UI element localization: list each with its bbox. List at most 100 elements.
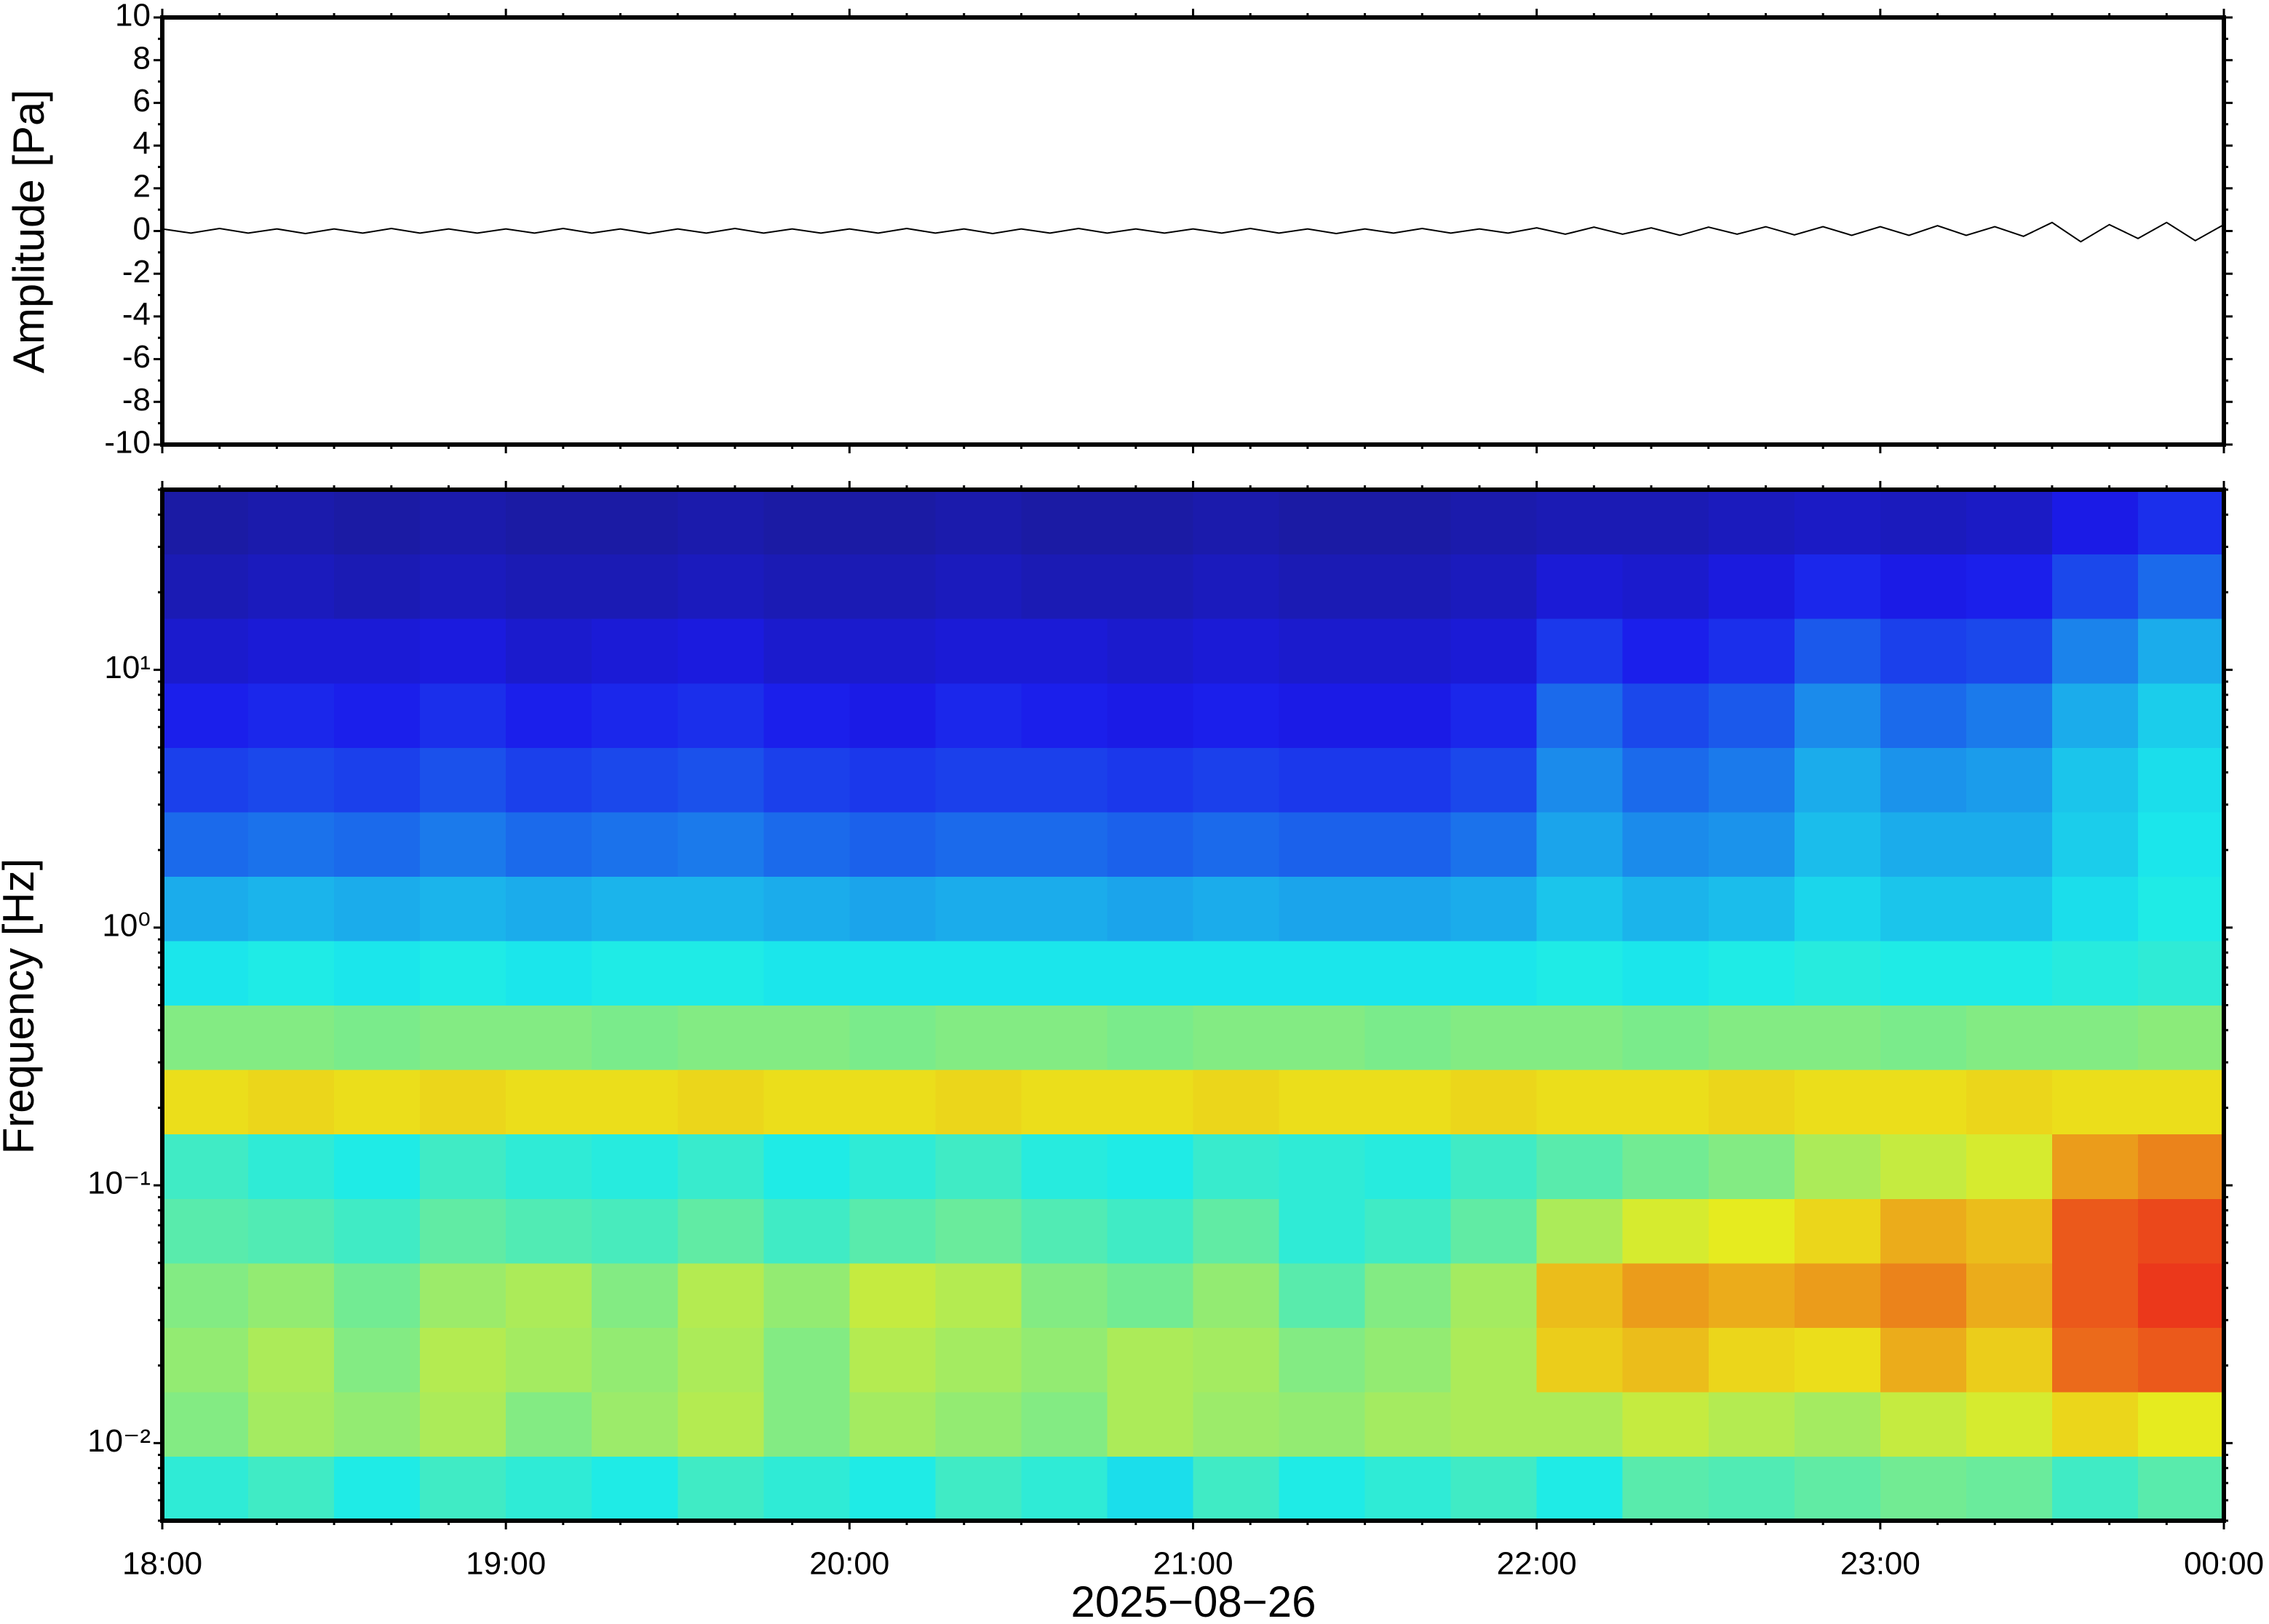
- spectrogram-cell: [1536, 1456, 1624, 1521]
- spectrogram-cell: [2051, 811, 2139, 877]
- spectrogram-cell: [935, 1327, 1022, 1393]
- y-tick-label: 10⁻¹: [87, 1166, 151, 1201]
- spectrogram-cell: [1880, 618, 1967, 684]
- spectrogram-cell: [1794, 1327, 1881, 1393]
- spectrogram-cell: [162, 1391, 249, 1457]
- spectrogram-cell: [1107, 1327, 1194, 1393]
- spectrogram-cell: [420, 1327, 506, 1393]
- spectrogram-cell: [1536, 554, 1624, 619]
- spectrogram-cell: [1107, 618, 1194, 684]
- spectrogram-cell: [2137, 1070, 2225, 1135]
- spectrogram-cell: [1107, 747, 1194, 813]
- spectrogram-cell: [1794, 1198, 1881, 1264]
- spectrogram-cell: [1708, 490, 1795, 555]
- spectrogram-cell: [248, 1391, 335, 1457]
- spectrogram-cell: [334, 1005, 421, 1070]
- spectrogram-cell: [1193, 1456, 1280, 1521]
- spectrogram-cell: [506, 554, 592, 619]
- spectrogram-cell: [1794, 1070, 1881, 1135]
- spectrogram-cell: [248, 1262, 335, 1328]
- spectrogram-cell: [1536, 618, 1624, 684]
- spectrogram-cell: [1966, 811, 2053, 877]
- spectrogram-cell: [506, 747, 592, 813]
- y-tick-label: -8: [122, 382, 151, 418]
- spectrogram-cell: [935, 490, 1022, 555]
- spectrogram-cell: [1708, 876, 1795, 942]
- spectrogram-cell: [1794, 618, 1881, 684]
- spectrogram-cell: [420, 554, 506, 619]
- spectrogram-cell: [506, 811, 592, 877]
- spectrogram-cell: [592, 1005, 678, 1070]
- spectrogram-cell: [506, 940, 592, 1006]
- spectrogram-cell: [849, 1262, 936, 1328]
- spectrogram-cell: [1708, 1262, 1795, 1328]
- x-tick-label: 20:00: [809, 1546, 889, 1582]
- spectrogram-cell: [1966, 1391, 2053, 1457]
- spectrogram-cell: [677, 1262, 764, 1328]
- spectrogram-cell: [2051, 618, 2139, 684]
- x-tick-label: 19:00: [466, 1546, 546, 1582]
- spectrogram-cell: [420, 1391, 506, 1457]
- y-tick-label: 10: [115, 0, 151, 33]
- spectrogram-cell: [162, 1070, 249, 1135]
- spectrogram-cell: [1966, 490, 2053, 555]
- spectrogram-cell: [677, 1134, 764, 1199]
- spectrogram-cell: [2051, 1327, 2139, 1393]
- spectrogram-cell: [1021, 1134, 1108, 1199]
- spectrogram-cell: [334, 1198, 421, 1264]
- spectrogram-cell: [1794, 1262, 1881, 1328]
- spectrogram-cell: [2051, 1262, 2139, 1328]
- spectrogram-cell: [162, 1134, 249, 1199]
- spectrogram-cell: [248, 876, 335, 942]
- spectrogram-cell: [2051, 747, 2139, 813]
- spectrogram-cell: [1794, 682, 1881, 748]
- spectrogram-cell: [162, 940, 249, 1006]
- spectrogram-cell: [1708, 1456, 1795, 1521]
- spectrogram-cell: [334, 1391, 421, 1457]
- spectrogram-cell: [2137, 1456, 2225, 1521]
- spectrogram-cell: [1364, 1070, 1452, 1135]
- spectrogram-cell: [1193, 1262, 1280, 1328]
- spectrogram-cell: [1107, 1391, 1194, 1457]
- spectrogram-cell: [1966, 618, 2053, 684]
- spectrogram-cell: [1880, 1327, 1967, 1393]
- spectrogram-cell: [1193, 1134, 1280, 1199]
- spectrogram-cell: [849, 1391, 936, 1457]
- spectrogram-cell: [1364, 490, 1452, 555]
- spectrogram-cell: [1450, 1327, 1538, 1393]
- spectrogram-cell: [1021, 1456, 1108, 1521]
- spectrogram-cell: [1279, 1262, 1366, 1328]
- x-tick-label: 21:00: [1153, 1546, 1233, 1582]
- spectrogram-cell: [162, 682, 249, 748]
- spectrogram-cell: [1622, 1262, 1709, 1328]
- spectrogram-cell: [1880, 1134, 1967, 1199]
- spectrogram-cell: [592, 618, 678, 684]
- spectrogram-cell: [1279, 940, 1366, 1006]
- spectrogram-cell: [1021, 1198, 1108, 1264]
- spectrogram-cell: [1279, 1327, 1366, 1393]
- spectrogram-cell: [1021, 940, 1108, 1006]
- spectrogram-cell: [592, 1456, 678, 1521]
- spectrogram-cell: [248, 811, 335, 877]
- x-tick-label: 18:00: [122, 1546, 202, 1582]
- spectrogram-cell: [1794, 554, 1881, 619]
- x-tick-label: 23:00: [1840, 1546, 1920, 1582]
- spectrogram-cell: [592, 1391, 678, 1457]
- spectrogram-cell: [1708, 1198, 1795, 1264]
- spectrogram-cell: [2051, 1391, 2139, 1457]
- spectrogram-cell: [162, 876, 249, 942]
- spectrogram-cell: [1364, 618, 1452, 684]
- spectrogram-cell: [935, 1391, 1022, 1457]
- spectrogram-cell: [420, 811, 506, 877]
- spectrogram-cell: [1107, 490, 1194, 555]
- spectrogram-cell: [763, 490, 850, 555]
- y-tick-label: 8: [133, 40, 151, 76]
- spectrogram-cell: [1708, 1391, 1795, 1457]
- spectrogram-cell: [677, 876, 764, 942]
- y-tick-label: 10¹: [104, 650, 151, 685]
- spectrogram-cell: [334, 940, 421, 1006]
- spectrogram-cell: [677, 940, 764, 1006]
- spectrogram-cell: [1966, 1327, 2053, 1393]
- amplitude-axis-label: Amplitude [Pa]: [4, 89, 53, 373]
- spectrogram-cell: [1364, 940, 1452, 1006]
